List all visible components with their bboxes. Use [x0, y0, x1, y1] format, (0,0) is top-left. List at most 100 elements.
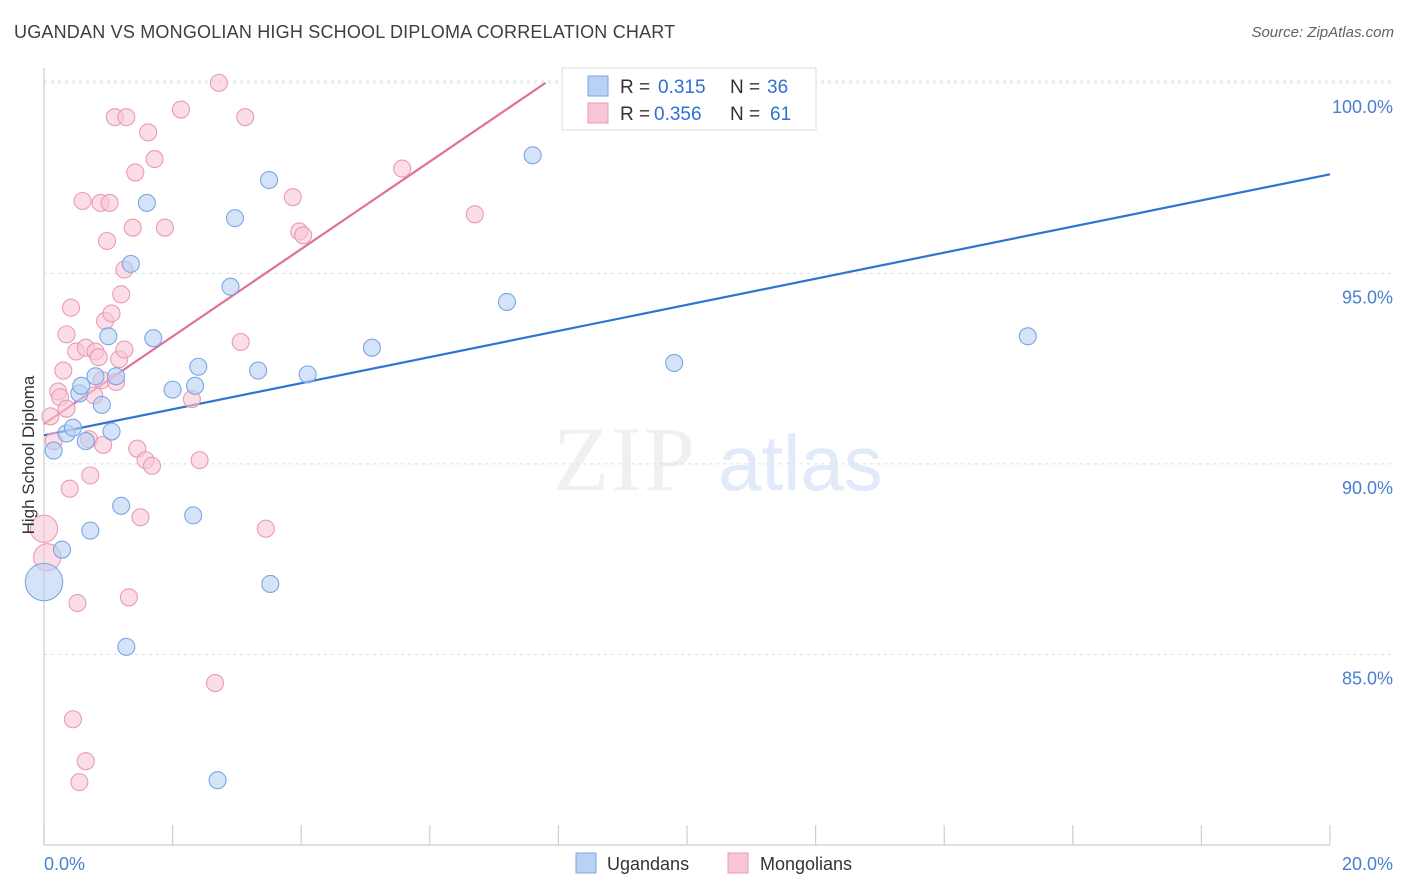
series-legend-swatch-mongolians [727, 852, 749, 874]
mongolians-point [57, 399, 76, 418]
ugandans-trend-line [43, 173, 1331, 437]
ugandans-point [362, 338, 381, 357]
series-legend-label-mongolians: Mongolians [760, 854, 852, 874]
ugandans-point [76, 432, 95, 451]
y-axis-label: High School Diploma [19, 375, 38, 534]
mongolians-point [209, 73, 228, 92]
mongolians-point [231, 332, 250, 352]
stats-legend-n-mongolians: 61 [770, 104, 791, 125]
ugandans-point [92, 395, 111, 414]
stats-legend-r-label-mongolians: R = [620, 104, 650, 125]
mongolians-point [41, 407, 60, 426]
series-legend: Ugandans Mongolians [575, 852, 852, 874]
ugandans-point [63, 418, 82, 437]
svg-text:ZIP: ZIP [553, 408, 697, 510]
ugandans-point [497, 292, 517, 312]
mongolians-point [68, 593, 87, 613]
mongolians-point [139, 123, 158, 142]
source-credit: Source: ZipAtlas.com [1251, 24, 1394, 41]
stats-legend-n-label-ugandans: N = [730, 77, 760, 98]
ugandans-point [72, 376, 91, 395]
ugandans-point [137, 193, 156, 212]
ugandans-point [184, 506, 203, 525]
mongolians-point [117, 108, 136, 127]
mongolians-point [70, 773, 89, 792]
ugandans-point [665, 353, 684, 372]
mongolians-points [29, 73, 484, 792]
mongolians-point [155, 218, 174, 237]
trend-lines [43, 81, 1331, 437]
ugandans-point [86, 367, 105, 386]
mongolians-point [142, 456, 162, 475]
series-legend-swatch-ugandans [575, 852, 597, 874]
mongolians-point [119, 588, 138, 607]
mongolians-point [63, 710, 82, 729]
mongolians-point [145, 150, 164, 169]
stats-legend-r-label-ugandans: R = [620, 77, 650, 98]
mongolians-point [465, 205, 484, 224]
mongolians-point [283, 188, 302, 207]
ugandans-point [102, 422, 121, 441]
ugandans-point [163, 380, 182, 399]
stats-legend-n-ugandans: 36 [767, 77, 788, 98]
mongolians-trend-line [43, 81, 547, 425]
mongolians-point [131, 508, 150, 527]
mongolians-point [60, 479, 79, 498]
series-legend-label-ugandans: Ugandans [607, 854, 689, 874]
mongolians-point [54, 361, 73, 380]
ugandans-point [44, 441, 63, 460]
stats-legend-r-ugandans: 0.315 [658, 77, 706, 98]
stats-legend: R = 0.315 N = 36 R = 0.356 N = 61 [561, 67, 817, 131]
y-tick-label: 90.0% [1342, 478, 1393, 498]
ugandans-point [112, 496, 131, 515]
mongolians-point [294, 226, 313, 245]
ugandans-point [221, 277, 240, 296]
ugandans-point [261, 574, 280, 594]
mongolians-point [94, 435, 113, 454]
ugandans-point [208, 771, 227, 790]
mongolians-point [190, 451, 209, 470]
mongolians-point [89, 348, 108, 367]
ugandans-point [52, 540, 72, 559]
mongolians-point [115, 340, 134, 359]
stats-legend-swatch-mongolians [587, 102, 609, 124]
mongolians-point [100, 193, 119, 212]
stats-legend-r-mongolians: 0.356 [654, 104, 702, 125]
ugandans-point [186, 376, 205, 395]
mongolians-point [97, 231, 117, 251]
gridlines [44, 80, 1394, 655]
stats-legend-n-label-mongolians: N = [730, 104, 760, 125]
ugandans-point [259, 170, 279, 190]
mongolians-point [29, 514, 59, 543]
ugandans-point [189, 357, 208, 376]
ugandans-point [298, 365, 317, 384]
ugandans-point [81, 521, 100, 540]
chart-title: UGANDAN VS MONGOLIAN HIGH SCHOOL DIPLOMA… [14, 22, 676, 42]
y-tick-label: 85.0% [1342, 668, 1393, 688]
ugandans-points [24, 146, 1037, 790]
zipatlas-watermark: ZIP atlas [553, 408, 883, 510]
mongolians-point [61, 298, 81, 317]
mongolians-point [102, 304, 121, 323]
ugandans-point [117, 637, 136, 656]
ugandans-point [121, 254, 140, 273]
y-tick-label: 100.0% [1332, 97, 1393, 117]
mongolians-point [205, 673, 225, 693]
ugandans-point [144, 329, 163, 348]
mongolians-point [76, 752, 95, 771]
mongolians-point [123, 218, 142, 237]
mongolians-point [126, 163, 145, 182]
ugandans-point [1018, 327, 1037, 346]
x-tick-label-max: 20.0% [1342, 854, 1393, 874]
stats-legend-swatch-ugandans [587, 75, 609, 97]
ugandans-point [225, 209, 245, 228]
mongolians-point [236, 108, 255, 127]
svg-text:atlas: atlas [718, 419, 883, 507]
mongolians-point [112, 285, 131, 304]
ugandans-point [24, 562, 64, 602]
ugandans-point [106, 367, 126, 386]
mongolians-point [256, 519, 275, 538]
y-tick-label: 95.0% [1342, 287, 1393, 307]
ugandans-point [249, 361, 268, 380]
mongolians-point [73, 191, 92, 211]
